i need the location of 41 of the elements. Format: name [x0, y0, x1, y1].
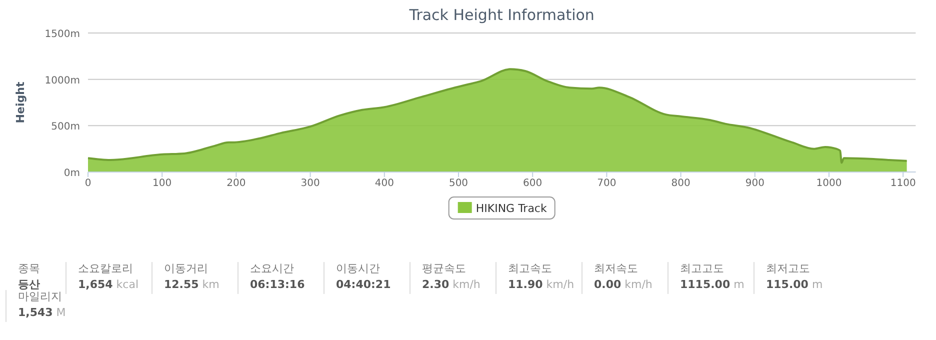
- x-tick-label: 1000: [816, 178, 842, 189]
- x-tick-label: 100: [152, 178, 172, 189]
- category-label: 마일리지: [18, 290, 62, 303]
- category-label: 최저속도: [594, 262, 638, 275]
- category-label: 소요시간: [250, 262, 294, 275]
- category-label: 이동시간: [336, 262, 380, 275]
- text: 1,654 kcal: [78, 278, 139, 291]
- x-tick-label: 800: [671, 178, 690, 189]
- x-tick-label: 0: [84, 178, 92, 189]
- y-tick-label: 500m: [51, 122, 80, 133]
- x-tick-label: 600: [523, 178, 542, 189]
- text: 0.00 km/h: [594, 278, 652, 291]
- category-label: 최저고도: [766, 262, 810, 275]
- y-axis-title: Height: [14, 82, 27, 124]
- text: 12.55 km: [164, 278, 220, 291]
- category-label: 소요칼로리: [78, 262, 133, 275]
- category-label: 평균속도: [422, 262, 466, 275]
- text: 1,543 M: [18, 306, 66, 319]
- x-tick-label: 400: [374, 178, 394, 189]
- text: 11.90 km/h: [508, 278, 574, 291]
- text: 등산: [18, 278, 40, 291]
- y-tick-label: 1000m: [44, 75, 80, 86]
- text: 04:40:21: [336, 278, 391, 291]
- text: 115.00 m: [766, 278, 823, 291]
- legend-label: HIKING Track: [476, 202, 548, 215]
- text: 06:13:16: [250, 278, 305, 291]
- x-tick-label: 700: [597, 178, 616, 189]
- x-tick-label: 900: [745, 178, 764, 189]
- category-label: 종목: [18, 262, 40, 275]
- y-tick-label: 0m: [64, 168, 80, 179]
- x-tick-label: 1100: [890, 178, 916, 189]
- category-label: 최고고도: [680, 262, 724, 275]
- text: 2.30 km/h: [422, 278, 480, 291]
- x-tick-label: 300: [300, 178, 320, 189]
- category-label: 최고속도: [508, 262, 552, 275]
- category-label: 이동거리: [164, 262, 208, 275]
- y-tick-label: 1500m: [44, 29, 80, 40]
- x-tick-label: 200: [226, 178, 246, 189]
- chart-title: Track Height Information: [408, 6, 594, 24]
- x-tick-label: 500: [448, 178, 468, 189]
- text: 1115.00 m: [680, 278, 744, 291]
